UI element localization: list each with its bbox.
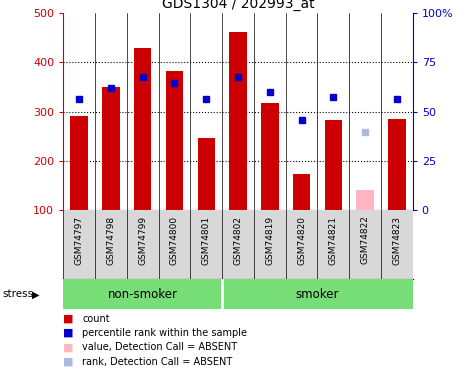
Bar: [134, 48, 151, 210]
Text: percentile rank within the sample: percentile rank within the sample: [82, 328, 247, 338]
Text: GSM74819: GSM74819: [265, 216, 274, 265]
Bar: [388, 119, 406, 210]
Text: rank, Detection Call = ABSENT: rank, Detection Call = ABSENT: [82, 357, 232, 366]
Bar: [229, 32, 247, 210]
Text: GSM74797: GSM74797: [75, 216, 83, 265]
Text: GSM74821: GSM74821: [329, 216, 338, 264]
Bar: [197, 138, 215, 210]
Bar: [70, 117, 88, 210]
Text: non-smoker: non-smoker: [108, 288, 178, 301]
Bar: [293, 174, 310, 210]
Bar: [102, 87, 120, 210]
Text: count: count: [82, 314, 110, 324]
Text: smoker: smoker: [295, 288, 339, 301]
Bar: [325, 120, 342, 210]
Text: GSM74802: GSM74802: [234, 216, 242, 264]
Text: GSM74800: GSM74800: [170, 216, 179, 265]
Text: ■: ■: [63, 357, 74, 366]
Text: stress: stress: [2, 290, 33, 299]
Text: GSM74798: GSM74798: [106, 216, 115, 265]
Text: GSM74820: GSM74820: [297, 216, 306, 264]
Text: ■: ■: [63, 314, 74, 324]
Text: ■: ■: [63, 328, 74, 338]
Bar: [356, 190, 374, 210]
Bar: [166, 71, 183, 210]
Text: ▶: ▶: [32, 290, 39, 299]
Text: GSM74823: GSM74823: [393, 216, 401, 264]
Text: ■: ■: [63, 342, 74, 352]
Text: GSM74822: GSM74822: [361, 216, 370, 264]
Bar: [261, 103, 279, 210]
Title: GDS1304 / 202993_at: GDS1304 / 202993_at: [162, 0, 314, 11]
Text: GSM74801: GSM74801: [202, 216, 211, 265]
Text: value, Detection Call = ABSENT: value, Detection Call = ABSENT: [82, 342, 237, 352]
Text: GSM74799: GSM74799: [138, 216, 147, 265]
